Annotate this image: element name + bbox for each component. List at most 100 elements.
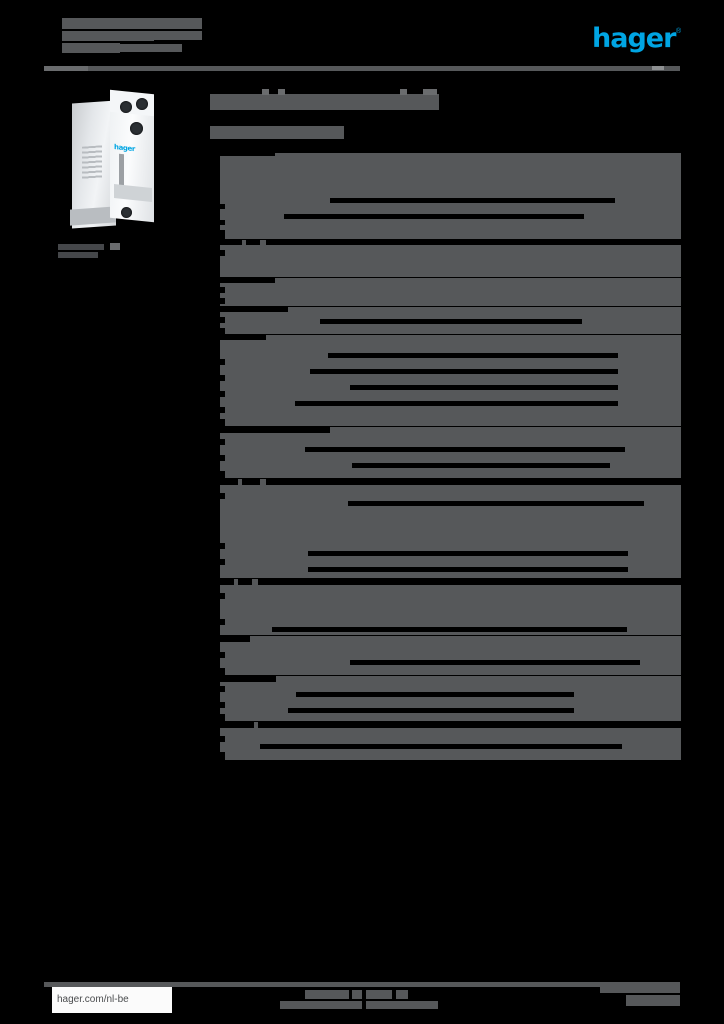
device-brand-text: hager xyxy=(114,143,135,154)
row-background xyxy=(210,722,681,760)
dot-leader xyxy=(350,385,618,390)
row-left-gutter xyxy=(210,722,220,760)
hager-logo: hager xyxy=(592,23,676,54)
section-header-gap xyxy=(220,278,275,283)
footer-url-link[interactable]: hager.com/nl-be xyxy=(57,994,129,1005)
title-ascender xyxy=(423,89,437,95)
row-background xyxy=(210,676,681,722)
row-gutter-notch xyxy=(220,375,225,381)
section-header-gap xyxy=(220,427,330,433)
dot-leader xyxy=(295,401,618,406)
row-gutter-notch xyxy=(220,668,225,676)
row-gutter-notch xyxy=(220,593,225,599)
footer-right-line-2 xyxy=(626,995,680,1006)
row-gutter-notch xyxy=(220,471,225,479)
row-gutter-notch xyxy=(220,714,225,722)
footer-center-line-2 xyxy=(366,1001,438,1009)
table-row xyxy=(210,675,681,722)
row-gutter-notch xyxy=(220,220,225,225)
row-gutter-notch xyxy=(220,752,225,760)
section-header-gap xyxy=(258,722,681,728)
row-top-edge xyxy=(210,150,681,153)
header-divider xyxy=(44,66,680,71)
row-gutter-notch xyxy=(220,455,225,461)
row-gutter-notch xyxy=(220,287,225,293)
table-row xyxy=(210,150,681,239)
row-left-gutter xyxy=(210,636,220,676)
table-row xyxy=(210,426,681,479)
dot-leader xyxy=(284,214,584,219)
section-header-gap xyxy=(242,479,260,485)
row-gutter-notch xyxy=(220,359,225,365)
row-gutter-notch xyxy=(220,204,225,209)
table-row xyxy=(210,478,681,579)
main-content xyxy=(210,86,681,760)
row-left-gutter xyxy=(210,307,220,335)
dot-leader xyxy=(352,463,610,468)
footer-center-block xyxy=(352,990,362,999)
terminal-screw-icon xyxy=(136,98,148,110)
header-title-line-1 xyxy=(62,18,202,29)
header-title-line-2 xyxy=(62,31,154,41)
page-title-bar xyxy=(210,94,439,110)
section-header-gap xyxy=(220,722,254,728)
row-background xyxy=(210,636,681,676)
terminal-screw-icon xyxy=(120,101,132,113)
header-divider-accent xyxy=(44,66,88,71)
product-image: hager xyxy=(58,88,182,233)
footer-center-block xyxy=(366,990,392,999)
section-header-gap xyxy=(220,479,238,485)
footer-center-line-2 xyxy=(280,1001,362,1009)
table-row xyxy=(210,277,681,307)
dot-leader xyxy=(296,692,574,697)
dot-leader xyxy=(288,708,574,713)
row-gutter-notch xyxy=(220,652,225,658)
row-background xyxy=(210,240,681,278)
section-header-gap xyxy=(220,636,250,642)
row-background xyxy=(210,278,681,307)
table-row xyxy=(210,334,681,427)
device-vent-stripes xyxy=(82,145,102,181)
section-header-gap xyxy=(246,240,260,245)
header-subtitle-line-2 xyxy=(118,44,182,52)
row-gutter-notch xyxy=(220,419,225,427)
row-left-gutter xyxy=(210,278,220,307)
row-gutter-notch xyxy=(220,391,225,397)
row-gutter-notch xyxy=(220,328,225,335)
row-left-gutter xyxy=(210,479,220,579)
footer-url-box[interactable]: hager.com/nl-be xyxy=(52,987,172,1013)
subtitle-bar xyxy=(210,126,344,139)
table-row xyxy=(210,306,681,335)
row-left-gutter xyxy=(210,427,220,479)
section-header-gap xyxy=(220,307,288,312)
row-gutter-notch xyxy=(220,493,225,499)
section-header-gap xyxy=(220,676,276,682)
footer-center-block xyxy=(305,990,349,999)
dot-leader xyxy=(328,353,618,358)
product-caption-line-1 xyxy=(58,244,104,250)
dot-leader xyxy=(348,501,644,506)
row-background xyxy=(210,479,681,579)
section-header-gap xyxy=(238,579,252,585)
table-row xyxy=(210,721,681,760)
footer-divider xyxy=(44,982,680,987)
row-gutter-notch xyxy=(220,298,225,304)
dot-leader xyxy=(350,660,640,665)
row-gutter-notch xyxy=(220,250,225,256)
page-title xyxy=(210,86,681,110)
terminal-screw-icon xyxy=(130,122,143,135)
row-background xyxy=(210,427,681,479)
section-header-gap xyxy=(220,579,234,585)
section-subtitle xyxy=(210,126,681,146)
row-background xyxy=(210,579,681,636)
footer-right-line-1 xyxy=(600,984,680,993)
footer-center-block xyxy=(396,990,408,999)
row-left-gutter xyxy=(210,335,220,427)
dot-leader xyxy=(320,319,582,324)
table-row xyxy=(210,635,681,676)
title-ascender xyxy=(262,89,269,95)
dot-leader xyxy=(272,627,627,632)
row-background xyxy=(210,150,681,239)
section-header-gap xyxy=(220,240,242,245)
